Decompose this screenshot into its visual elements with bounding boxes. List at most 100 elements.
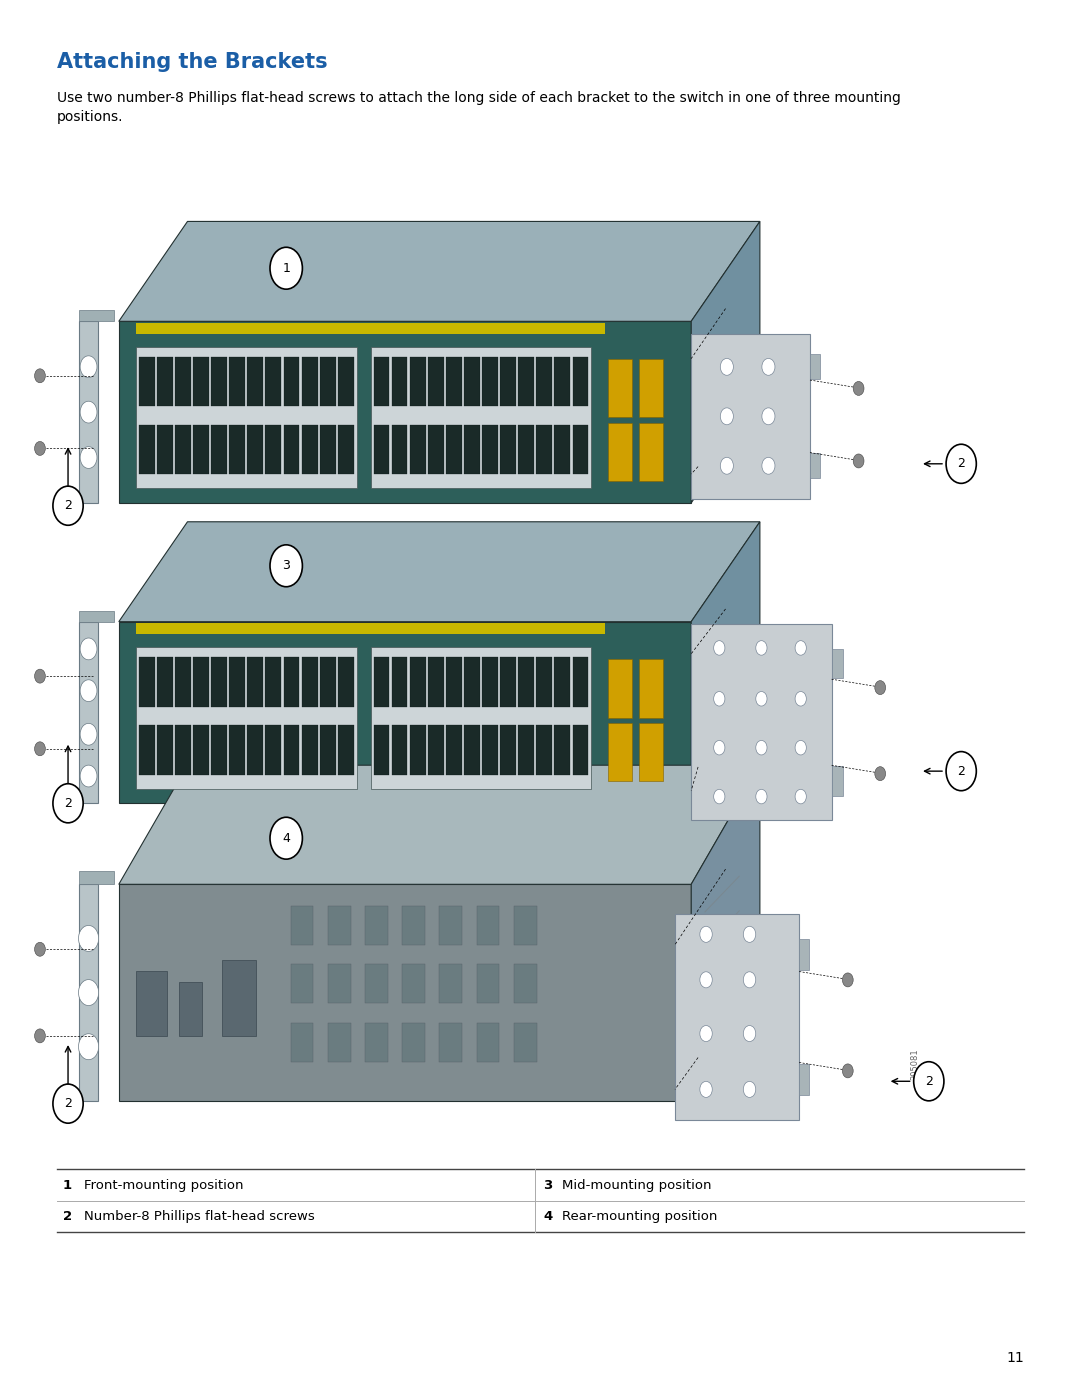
Text: 2: 2 [957,457,966,471]
Polygon shape [301,425,318,474]
Polygon shape [374,356,390,407]
Circle shape [795,789,807,803]
Polygon shape [157,657,173,707]
Polygon shape [729,658,750,746]
Polygon shape [247,725,264,774]
Polygon shape [428,725,444,774]
Polygon shape [175,425,191,474]
Polygon shape [179,982,202,1037]
Polygon shape [691,766,760,1101]
Polygon shape [212,725,227,774]
Polygon shape [392,356,407,407]
Text: 11: 11 [1007,1351,1024,1365]
Circle shape [700,1081,713,1098]
Polygon shape [446,725,462,774]
Polygon shape [193,425,210,474]
Polygon shape [212,657,227,707]
Polygon shape [136,346,356,489]
Polygon shape [119,522,760,622]
Polygon shape [446,356,462,407]
Polygon shape [175,725,191,774]
Polygon shape [402,964,426,1003]
Polygon shape [464,425,480,474]
Circle shape [946,752,976,791]
Polygon shape [247,356,264,407]
Circle shape [875,680,886,694]
Polygon shape [572,425,589,474]
Polygon shape [537,356,552,407]
Polygon shape [320,356,336,407]
Circle shape [79,1034,98,1060]
Polygon shape [810,454,820,478]
Polygon shape [500,725,516,774]
Polygon shape [554,425,570,474]
Polygon shape [229,657,245,707]
Circle shape [842,972,853,986]
Circle shape [795,740,807,754]
Circle shape [53,1084,83,1123]
Text: 4: 4 [543,1210,553,1222]
Polygon shape [639,423,663,481]
Polygon shape [284,356,299,407]
Circle shape [714,692,725,705]
Polygon shape [691,334,810,499]
Polygon shape [247,425,264,474]
Polygon shape [514,1023,537,1062]
Polygon shape [537,425,552,474]
Polygon shape [79,321,98,503]
Polygon shape [229,725,245,774]
Circle shape [80,680,97,701]
Circle shape [35,441,45,455]
Polygon shape [139,657,154,707]
Polygon shape [500,425,516,474]
Polygon shape [608,423,632,481]
Polygon shape [518,425,535,474]
Circle shape [756,641,767,655]
Polygon shape [832,766,842,796]
Polygon shape [729,358,750,446]
Polygon shape [518,356,535,407]
Circle shape [756,692,767,705]
Circle shape [270,817,302,859]
Circle shape [35,942,45,957]
Circle shape [80,638,97,659]
Text: Use two number-8 Phillips flat-head screws to attach the long side of each brack: Use two number-8 Phillips flat-head scre… [57,91,901,124]
Polygon shape [608,724,632,781]
Circle shape [743,972,756,988]
Text: 1: 1 [282,261,291,275]
Polygon shape [284,725,299,774]
Circle shape [743,1081,756,1098]
Polygon shape [799,1063,809,1095]
Polygon shape [608,659,632,718]
Polygon shape [482,356,498,407]
Circle shape [875,767,886,781]
Polygon shape [266,725,282,774]
Polygon shape [402,1023,426,1062]
Polygon shape [572,356,589,407]
Polygon shape [79,610,113,622]
Polygon shape [139,356,154,407]
Polygon shape [247,657,264,707]
Polygon shape [409,356,426,407]
Text: Attaching the Brackets: Attaching the Brackets [57,52,328,71]
Circle shape [270,545,302,587]
Polygon shape [119,884,691,1101]
Text: Rear-mounting position: Rear-mounting position [562,1210,717,1222]
Polygon shape [440,964,462,1003]
Polygon shape [338,425,354,474]
Polygon shape [428,425,444,474]
Text: 3: 3 [543,1179,553,1192]
Polygon shape [374,725,390,774]
Polygon shape [374,425,390,474]
Polygon shape [500,356,516,407]
Polygon shape [402,907,426,944]
Polygon shape [212,425,227,474]
Circle shape [720,359,733,376]
Polygon shape [229,356,245,407]
Polygon shape [157,425,173,474]
Polygon shape [810,355,820,379]
Polygon shape [327,1023,351,1062]
Polygon shape [554,657,570,707]
Polygon shape [139,725,154,774]
Polygon shape [301,657,318,707]
